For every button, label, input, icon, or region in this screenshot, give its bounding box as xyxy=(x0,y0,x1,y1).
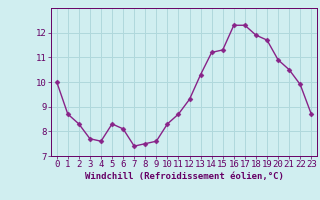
X-axis label: Windchill (Refroidissement éolien,°C): Windchill (Refroidissement éolien,°C) xyxy=(84,172,284,181)
